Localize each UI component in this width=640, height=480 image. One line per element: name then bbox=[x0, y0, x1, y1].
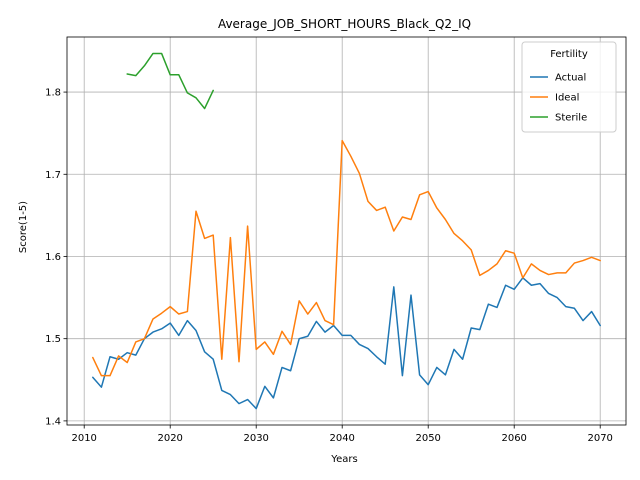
legend-box bbox=[521, 41, 617, 133]
legend-label-sterile: Sterile bbox=[555, 113, 587, 124]
y-tick-label: 1.7 bbox=[45, 170, 61, 181]
x-tick-label: 2070 bbox=[587, 433, 612, 444]
y-tick-label: 1.6 bbox=[45, 252, 61, 263]
legend-entries: Actual Ideal Sterile bbox=[530, 73, 587, 124]
x-tick-label: 2030 bbox=[243, 433, 268, 444]
grid bbox=[67, 37, 626, 425]
series-layer bbox=[92, 52, 601, 410]
x-tick-label: 2040 bbox=[329, 433, 354, 444]
series-line-sterile bbox=[126, 52, 214, 110]
axes-frame bbox=[66, 36, 627, 426]
y-tick-label: 1.8 bbox=[45, 88, 61, 99]
legend-title: Fertility bbox=[550, 49, 588, 60]
y-axis-label: Score(1-5) bbox=[18, 201, 29, 253]
chart-title: Average_JOB_SHORT_HOURS_Black_Q2_IQ bbox=[218, 17, 471, 31]
legend: Fertility Actual Ideal Sterile bbox=[521, 41, 617, 133]
legend-label-ideal: Ideal bbox=[555, 93, 579, 104]
x-tick-label: 2060 bbox=[501, 433, 526, 444]
x-tick-label: 2050 bbox=[415, 433, 440, 444]
y-tick-label: 1.4 bbox=[45, 416, 61, 427]
legend-label-actual: Actual bbox=[555, 73, 586, 84]
plot-area: 2010 2020 2030 2040 2050 2060 2070 1.4 1.5 1.6 1.7… bbox=[45, 36, 627, 444]
x-tick-label: 2020 bbox=[157, 433, 182, 444]
series-line-ideal bbox=[92, 139, 601, 377]
x-axis-label: Years bbox=[330, 454, 357, 465]
series-line-actual bbox=[92, 277, 601, 410]
y-tick-label: 1.5 bbox=[45, 334, 61, 345]
ticks: 2010 2020 2030 2040 2050 2060 2070 1.4 1.5 1.6 1.7… bbox=[45, 88, 613, 444]
x-tick-label: 2010 bbox=[71, 433, 96, 444]
